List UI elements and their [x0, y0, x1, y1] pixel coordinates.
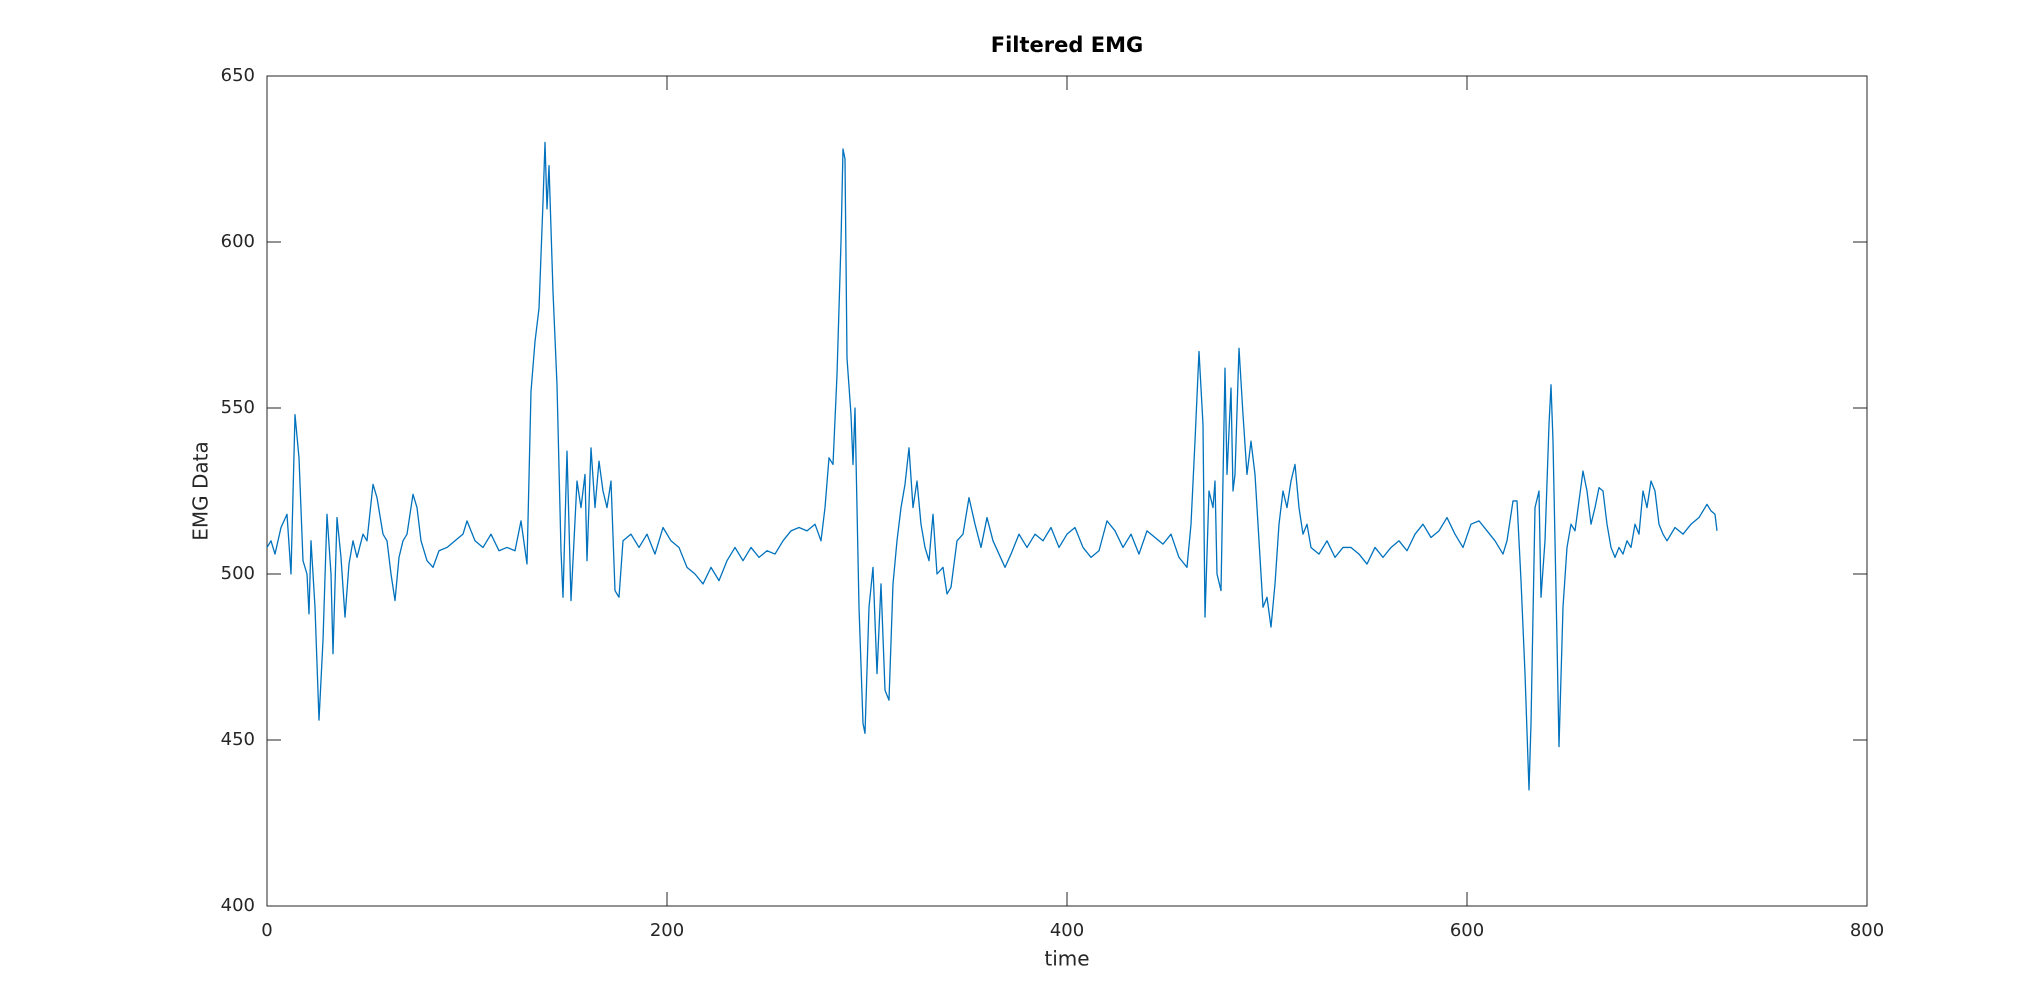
- plot-frame: [266, 75, 1868, 907]
- y-tick-label: 400: [221, 895, 255, 916]
- x-tick-label: 200: [650, 920, 684, 941]
- data-line: [266, 141, 1718, 791]
- chart-title: Filtered EMG: [991, 33, 1143, 57]
- y-tick-label: 600: [221, 231, 255, 252]
- y-axis-label: EMG Data: [189, 441, 213, 541]
- y-tick-label: 550: [221, 397, 255, 418]
- x-tick-label: 400: [1050, 920, 1084, 941]
- x-axis-label: time: [1044, 947, 1089, 971]
- x-tick-label: 600: [1450, 920, 1484, 941]
- x-tick-label: 800: [1850, 920, 1884, 941]
- y-tick-label: 500: [221, 563, 255, 584]
- y-tick-label: 450: [221, 729, 255, 750]
- y-tick-label: 650: [221, 65, 255, 86]
- x-tick-label: 0: [261, 920, 272, 941]
